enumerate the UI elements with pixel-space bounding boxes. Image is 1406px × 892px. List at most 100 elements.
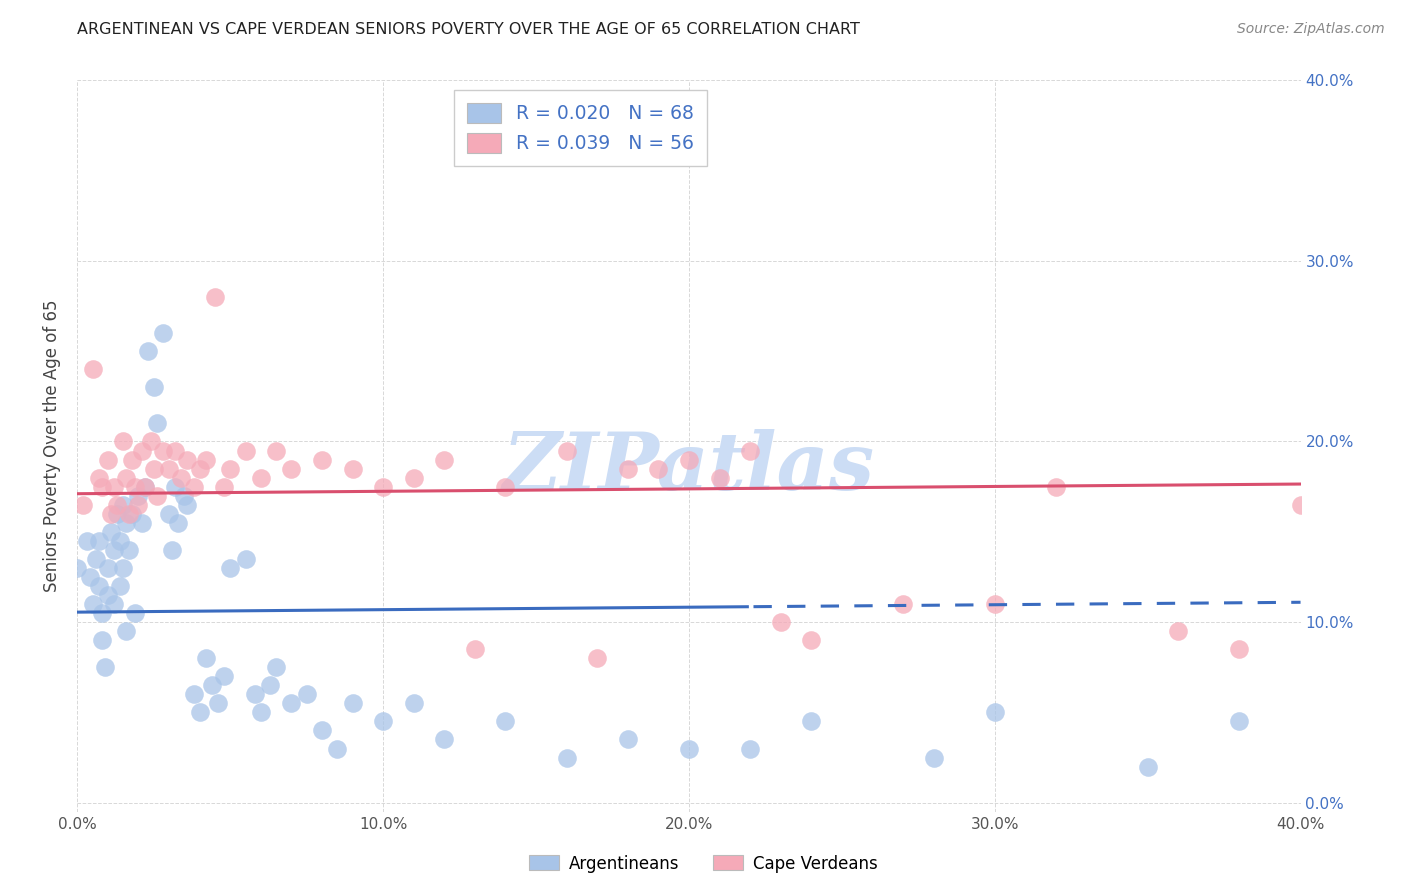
Point (118, 542, 141, 557)
Point (212, 669, 235, 683)
Point (922, 750, 945, 764)
Point (167, 516, 190, 530)
Point (97, 561, 120, 575)
Point (142, 461, 165, 475)
Point (342, 697, 364, 711)
Point (134, 480, 156, 494)
Point (264, 660, 287, 674)
Point (800, 714, 823, 729)
Point (495, 714, 517, 729)
Point (142, 380, 165, 394)
Point (124, 606, 146, 620)
Point (108, 533, 131, 548)
Point (188, 461, 211, 475)
Point (112, 561, 135, 575)
Point (176, 498, 198, 512)
Point (326, 741, 349, 756)
Point (402, 470, 425, 484)
Point (66, 561, 89, 575)
Point (165, 480, 187, 494)
Point (617, 461, 640, 475)
Point (90, 606, 112, 620)
Point (100, 507, 122, 521)
Point (207, 697, 229, 711)
Point (121, 452, 143, 467)
Point (146, 417, 169, 431)
Point (433, 732, 456, 747)
Point (259, 678, 281, 692)
Point (709, 470, 731, 484)
Point (235, 552, 257, 566)
Point (176, 452, 198, 467)
Point (1229, 714, 1251, 729)
Point (139, 434, 162, 449)
Point (165, 443, 187, 458)
Point (212, 480, 235, 494)
Point (264, 443, 287, 458)
Point (152, 326, 174, 340)
Point (250, 470, 273, 484)
Point (108, 579, 131, 593)
Point (342, 461, 364, 475)
Point (464, 642, 486, 657)
Point (87, 579, 110, 593)
Point (87, 470, 110, 484)
Text: Source: ZipAtlas.com: Source: ZipAtlas.com (1237, 22, 1385, 37)
Point (112, 434, 135, 449)
Point (115, 470, 138, 484)
Point (97, 452, 120, 467)
Point (79, 570, 101, 584)
Point (371, 714, 394, 729)
Point (128, 489, 150, 503)
Point (124, 480, 146, 494)
Y-axis label: Seniors Poverty Over the Age of 65: Seniors Poverty Over the Age of 65 (44, 300, 62, 592)
Point (152, 443, 174, 458)
Point (984, 706, 1007, 720)
Point (219, 461, 242, 475)
Legend: Argentineans, Cape Verdeans: Argentineans, Cape Verdeans (522, 848, 884, 880)
Point (204, 290, 226, 304)
Point (1167, 624, 1189, 639)
Point (131, 443, 153, 458)
Point (76, 533, 98, 548)
Point (72, 498, 94, 512)
Point (295, 687, 318, 701)
Point (170, 470, 193, 484)
Point (678, 452, 700, 467)
Point (280, 697, 302, 711)
Text: ARGENTINEAN VS CAPE VERDEAN SENIORS POVERTY OVER THE AGE OF 65 CORRELATION CHART: ARGENTINEAN VS CAPE VERDEAN SENIORS POVE… (77, 22, 860, 37)
Point (769, 615, 792, 629)
Point (201, 678, 224, 692)
Point (250, 706, 273, 720)
Point (678, 741, 700, 756)
Point (103, 542, 125, 557)
Point (90, 480, 112, 494)
Point (84, 552, 107, 566)
Point (157, 461, 180, 475)
Point (495, 480, 517, 494)
Point (183, 480, 205, 494)
Point (984, 597, 1007, 611)
Point (136, 344, 159, 359)
Point (94, 660, 117, 674)
Point (1136, 759, 1159, 773)
Point (800, 633, 823, 648)
Point (103, 597, 125, 611)
Point (97, 588, 120, 602)
Point (243, 687, 266, 701)
Point (371, 480, 394, 494)
Point (433, 452, 456, 467)
Point (173, 489, 195, 503)
Point (740, 741, 762, 756)
Point (1229, 642, 1251, 657)
Point (647, 461, 669, 475)
Point (82, 362, 104, 376)
Point (183, 687, 205, 701)
Point (105, 507, 128, 521)
Point (103, 480, 125, 494)
Point (118, 507, 141, 521)
Point (194, 651, 217, 665)
Point (235, 443, 257, 458)
Point (219, 561, 242, 575)
Point (311, 723, 333, 738)
